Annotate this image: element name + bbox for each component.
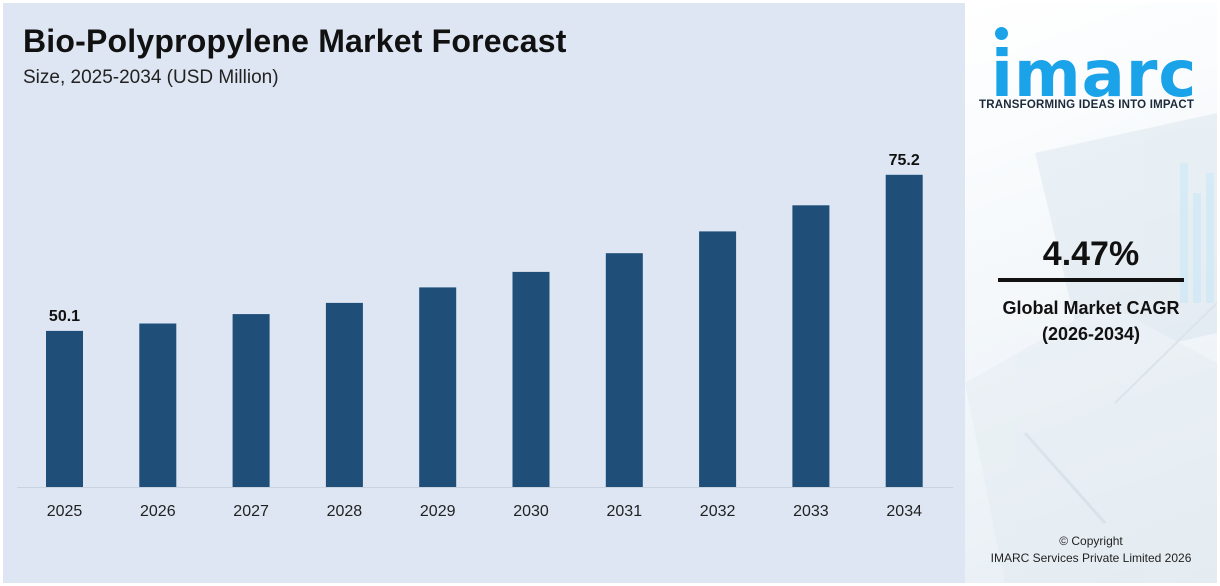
bar-2034 — [885, 174, 923, 488]
bar-2027 — [232, 314, 270, 487]
bar-2033 — [792, 205, 830, 488]
x-tick-label-2033: 2033 — [793, 503, 829, 520]
copyright-line1: © Copyright — [1059, 534, 1123, 548]
cagr-label: Global Market CAGR (2026-2034) — [965, 295, 1217, 347]
x-tick-label-2032: 2032 — [700, 503, 736, 520]
cagr-divider — [998, 278, 1184, 282]
x-tick-label-2028: 2028 — [327, 503, 363, 520]
background-chart-graphic — [965, 113, 1217, 583]
x-tick-label-2029: 2029 — [420, 503, 456, 520]
x-tick-label-2025: 2025 — [47, 503, 83, 520]
cagr-value: 4.47% — [1042, 235, 1140, 273]
bar-chart: 2025 50.1 2026 2027 2028 2029 2030 2031 2032 2033… — [17, 152, 953, 520]
bar-2031 — [605, 253, 643, 487]
x-tick-label-2026: 2026 — [140, 503, 176, 520]
bar-2032 — [699, 231, 737, 487]
data-label-2034: 75.2 — [889, 152, 920, 169]
cagr-label-line1: Global Market CAGR — [1002, 298, 1180, 318]
side-panel: imarc TRANSFORMING IDEAS INTO IMPACT 4.4… — [965, 3, 1217, 583]
x-tick-label-2034: 2034 — [886, 503, 922, 520]
bar-2025 — [46, 330, 83, 487]
data-label-2025: 50.1 — [49, 308, 80, 325]
bar-2029 — [419, 287, 457, 487]
bar-2030 — [512, 271, 550, 487]
cagr-label-period: (2026-2034) — [1041, 324, 1141, 344]
bar-2028 — [325, 302, 363, 487]
x-tick-label-2031: 2031 — [607, 503, 643, 520]
x-tick-label-2027: 2027 — [233, 503, 269, 520]
logo-dot — [995, 27, 1008, 40]
bar-2026 — [139, 323, 177, 487]
chart-subtitle: Size, 2025-2034 (USD Million) — [23, 67, 279, 88]
logo-tagline: TRANSFORMING IDEAS INTO IMPACT — [979, 99, 1195, 111]
chart-panel: Bio-Polypropylene Market Forecast Size, … — [3, 3, 965, 583]
imarc-logo: imarc — [979, 15, 1209, 112]
copyright-line2: IMARC Services Private Limited 2026 — [990, 551, 1192, 565]
chart-title: Bio-Polypropylene Market Forecast — [23, 23, 567, 59]
logo-wordmark: imarc — [991, 38, 1198, 112]
copyright-notice: © Copyright IMARC Services Private Limit… — [965, 533, 1217, 567]
x-tick-label-2030: 2030 — [513, 503, 549, 520]
